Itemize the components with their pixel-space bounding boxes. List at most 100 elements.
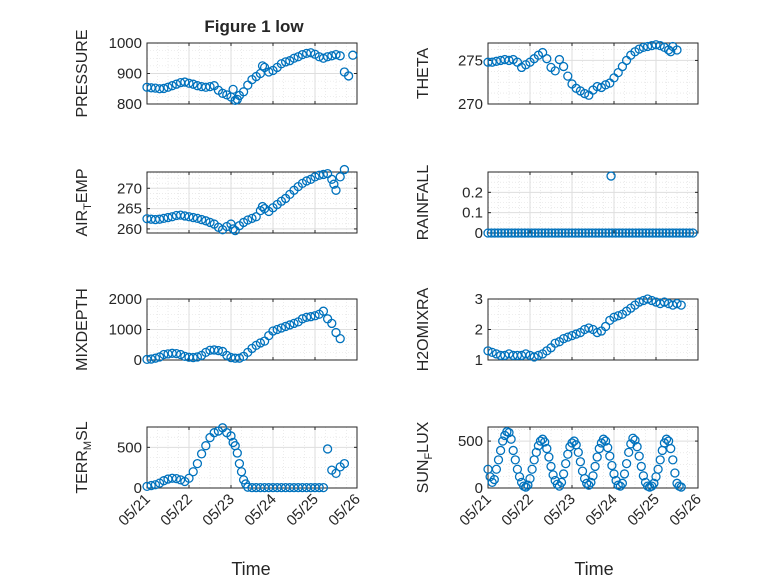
data-point	[516, 228, 527, 238]
data-point	[487, 477, 497, 488]
y-tick-label: 900	[117, 66, 142, 83]
data-point	[613, 67, 623, 78]
y-tick-label: 1000	[109, 322, 142, 339]
data-point	[530, 228, 540, 238]
data-point	[490, 228, 500, 238]
data-point	[611, 228, 621, 238]
data-point	[554, 54, 565, 65]
y-tick-label: 0.1	[462, 205, 483, 222]
data-point	[188, 212, 198, 223]
data-point	[504, 349, 514, 359]
data-point	[668, 455, 678, 465]
data-point	[617, 61, 628, 72]
data-point	[553, 228, 564, 238]
data-point	[257, 201, 268, 212]
data-point	[180, 77, 190, 87]
panel-air-temp: 260 265 270 AIRTEMP	[74, 164, 358, 238]
y-tick-label: 265	[117, 201, 142, 218]
data-point	[175, 349, 186, 360]
data-point	[234, 353, 245, 363]
data-point	[184, 212, 194, 222]
data-point	[209, 345, 219, 355]
data-point	[563, 332, 573, 342]
data-point	[348, 50, 358, 60]
y-tick-label: 0	[134, 480, 142, 497]
data-point	[600, 80, 611, 90]
data-point	[674, 228, 685, 238]
data-point	[209, 428, 219, 438]
data-point	[318, 53, 329, 63]
data-point	[230, 353, 240, 363]
data-point	[617, 228, 628, 238]
data-point	[661, 228, 671, 238]
data-point	[310, 311, 320, 321]
data-point	[322, 444, 333, 454]
data-point	[582, 478, 592, 488]
data-point	[617, 478, 628, 488]
data-point	[335, 51, 345, 61]
data-point	[297, 49, 308, 60]
data-point	[201, 216, 211, 226]
data-point	[533, 228, 544, 238]
y-axis-label: TERRMSL	[74, 421, 94, 493]
data-point	[624, 447, 634, 457]
data-point	[579, 88, 590, 99]
data-point	[531, 447, 541, 457]
y-tick-label: 0	[475, 225, 483, 242]
data-point	[243, 215, 253, 225]
data-point	[567, 330, 577, 341]
data-point	[647, 295, 657, 306]
y-tick-label: 1000	[109, 35, 142, 52]
data-point	[570, 228, 581, 238]
data-point	[597, 228, 607, 238]
data-point	[647, 228, 658, 238]
y-label-subscript: T	[82, 203, 94, 210]
y-tick-label: 0	[475, 480, 483, 497]
data-point	[627, 228, 638, 238]
data-point	[598, 434, 609, 444]
data-point	[614, 228, 624, 238]
data-point	[159, 476, 169, 486]
data-point	[603, 442, 613, 453]
x-axis-label-right: Time	[574, 559, 613, 579]
data-point	[537, 434, 548, 444]
data-point	[318, 306, 329, 316]
data-point	[504, 427, 514, 438]
data-point	[205, 217, 215, 228]
data-point	[318, 482, 329, 493]
data-point	[567, 438, 577, 448]
data-point	[548, 470, 558, 480]
data-point	[666, 47, 676, 57]
y-tick-label: 1	[475, 352, 483, 369]
data-point	[624, 228, 634, 238]
y-tick-label: 0.2	[462, 184, 483, 201]
y-label-subscript: M	[82, 441, 94, 450]
data-point	[306, 312, 316, 322]
y-axis-label: PRESSURE	[74, 29, 91, 117]
data-point	[535, 436, 546, 446]
data-point	[163, 82, 173, 92]
data-point	[487, 347, 497, 358]
data-point	[331, 49, 341, 60]
data-point	[232, 448, 242, 458]
data-point	[634, 228, 644, 238]
data-point	[188, 352, 198, 363]
data-point	[525, 473, 535, 484]
data-point	[314, 482, 324, 493]
data-point	[205, 81, 215, 92]
panel-mixdepth: 0 1000 2000 MIXDEPTH	[74, 288, 358, 371]
data-point	[201, 441, 211, 451]
data-point	[196, 214, 207, 225]
data-point	[577, 228, 587, 238]
data-point	[676, 300, 686, 310]
data-point	[527, 464, 537, 474]
data-point	[491, 56, 502, 66]
data-point	[634, 297, 644, 307]
data-point	[171, 79, 182, 89]
data-point	[226, 431, 236, 441]
data-point	[508, 445, 518, 456]
data-point	[150, 480, 161, 490]
data-point	[637, 228, 648, 238]
y-label-part: SL	[74, 421, 91, 441]
data-point	[655, 40, 665, 51]
